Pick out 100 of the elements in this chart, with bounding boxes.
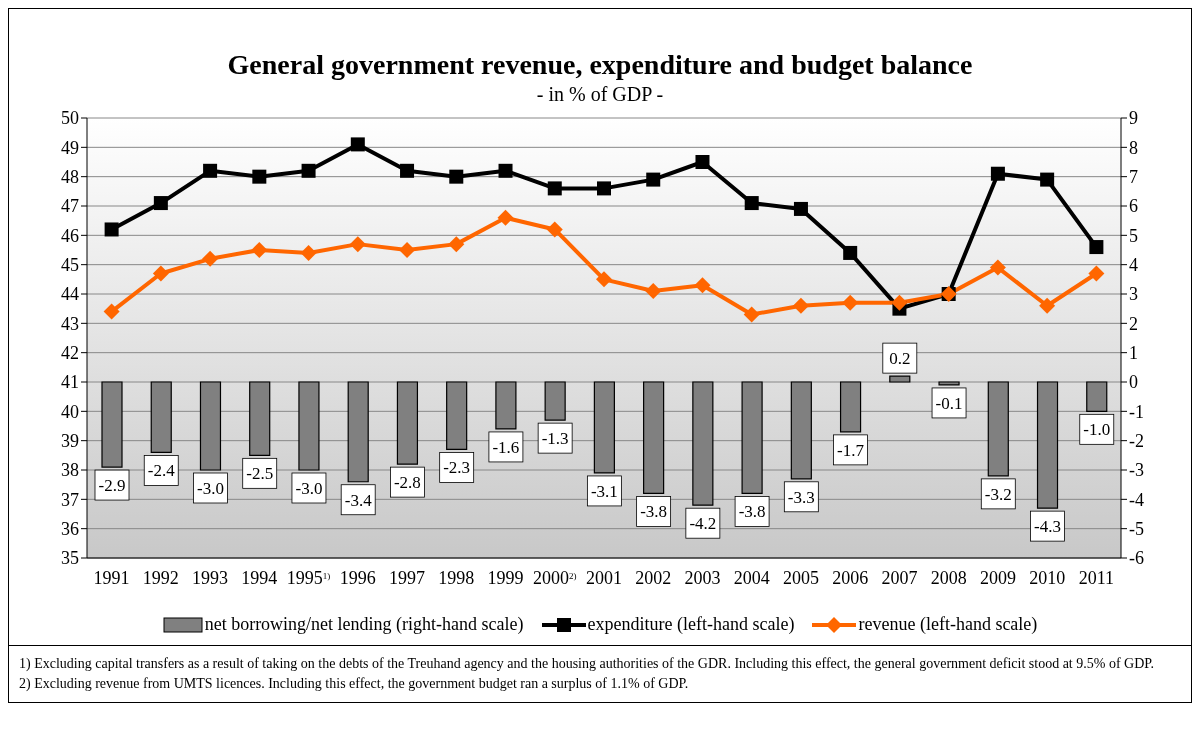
- data-label: 0.2: [889, 349, 911, 369]
- y2-tick-label: -1: [1129, 401, 1144, 422]
- point: [301, 163, 316, 178]
- point: [202, 250, 219, 267]
- point: [251, 242, 268, 258]
- x-tick-label: 2004: [733, 568, 770, 588]
- data-label: -2.5: [246, 464, 274, 484]
- x-tick-label: 1999: [487, 568, 524, 588]
- x-tick-label: 1996: [339, 568, 376, 588]
- data-label: -3.0: [197, 479, 224, 498]
- y2-tick-label: -3: [1129, 460, 1144, 481]
- y-tick-label: 37: [61, 489, 79, 510]
- x-tick-label: 2008: [930, 568, 967, 588]
- y-tick-label: 50: [61, 108, 79, 129]
- y-tick-label: 39: [61, 431, 79, 452]
- x-tick-label: 2000$^{2)}$: [533, 568, 577, 588]
- y-tick-label: 46: [61, 225, 79, 246]
- y2-tick-label: 1: [1129, 343, 1138, 364]
- text: 2) Excluding revenue from UMTS licences. Including this effect, the government budget ran a surplus of 1.1% of GDP.: [19, 675, 690, 693]
- x-tick-label: 2005: [782, 568, 819, 588]
- data-label: -1.0: [1083, 420, 1111, 440]
- data-label: -3.2: [984, 484, 1012, 504]
- data-label: -1.7: [837, 440, 865, 460]
- y-tick-label: 38: [61, 460, 79, 481]
- y2-tick-label: 0: [1129, 372, 1138, 393]
- point: [546, 221, 563, 238]
- point: [448, 236, 465, 253]
- y2-tick-label: 6: [1129, 196, 1138, 217]
- data-label: -2.3: [443, 458, 471, 478]
- y-tick-label: 36: [61, 519, 79, 540]
- point: [547, 181, 562, 196]
- data-label: -2.4: [147, 461, 176, 481]
- x-tick-label: 2002: [635, 568, 672, 588]
- point: [400, 163, 415, 178]
- point: [103, 303, 120, 320]
- x-tick-label: 1997: [389, 568, 426, 588]
- point: [152, 265, 169, 282]
- point: [843, 245, 858, 260]
- y-tick-label: 42: [61, 343, 79, 364]
- chart-title: General government revenue, expenditure and budget balance: [226, 49, 974, 81]
- y2-tick-label: 2: [1129, 313, 1138, 334]
- point: [203, 163, 218, 178]
- point: [645, 283, 662, 300]
- y-tick-label: 47: [61, 196, 79, 217]
- data-label: -2.8: [393, 473, 421, 493]
- x-tick-label: 2006: [832, 568, 869, 588]
- y2-tick-label: 9: [1129, 108, 1138, 129]
- point: [694, 277, 711, 294]
- y-tick-label: 41: [61, 372, 79, 393]
- point: [300, 244, 317, 261]
- legend-label: expenditure (left-hand scale): [587, 614, 795, 635]
- x-tick-label: 2003: [684, 568, 721, 588]
- y-tick-label: 40: [61, 401, 79, 422]
- data-label: -3.8: [640, 502, 668, 522]
- y2-tick-label: -5: [1129, 519, 1144, 540]
- data-label: -4.2: [689, 514, 717, 534]
- point: [1088, 265, 1105, 282]
- data-label: -1.3: [541, 429, 569, 449]
- point: [743, 306, 760, 323]
- point: [842, 294, 859, 311]
- y2-tick-label: -4: [1129, 489, 1144, 510]
- x-tick-label: 1991: [93, 568, 130, 588]
- text: 1) Excluding capital transfers as a result of taking on the debts of the Treuhand agency and the housing authorities of the GDR. Including this effect, the general government deficit stood at 9.5% of GDP.: [19, 655, 1156, 673]
- data-label: -3.1: [590, 481, 618, 501]
- y2-tick-label: -6: [1129, 548, 1144, 569]
- point: [744, 196, 759, 211]
- data-label: -0.1: [935, 393, 963, 413]
- y-tick-label: 45: [61, 255, 79, 276]
- legend-label: net borrowing/net lending (right-hand scale): [204, 614, 524, 635]
- y2-tick-label: 4: [1129, 255, 1138, 276]
- point: [891, 294, 908, 311]
- data-label: -3.8: [738, 502, 766, 522]
- point: [497, 209, 514, 226]
- point: [1039, 297, 1056, 314]
- data-label: -3.4: [344, 490, 373, 510]
- x-tick-label: 2011: [1078, 568, 1115, 588]
- point: [252, 169, 267, 184]
- y2-tick-label: 5: [1129, 225, 1138, 246]
- x-tick-label: 2007: [881, 568, 918, 588]
- point: [449, 169, 464, 184]
- y2-tick-label: 3: [1129, 284, 1138, 305]
- point: [990, 166, 1005, 181]
- y-tick-label: 43: [61, 313, 79, 334]
- y2-tick-label: -2: [1129, 431, 1144, 452]
- data-label: -3.0: [295, 479, 323, 498]
- y2-tick-label: 7: [1129, 167, 1138, 188]
- x-tick-label: 1992: [142, 568, 179, 588]
- data-label: -3.3: [787, 487, 815, 507]
- point: [596, 271, 612, 288]
- point: [646, 172, 661, 187]
- point: [597, 181, 611, 196]
- data-label: -1.6: [492, 437, 520, 457]
- x-tick-label: 1995$^{1)}$: [286, 568, 331, 588]
- x-tick-label: 1993: [192, 568, 229, 588]
- x-tick-label: 2001: [586, 568, 622, 588]
- point: [153, 196, 168, 211]
- data-label: -2.9: [98, 476, 126, 496]
- data-label: -4.3: [1034, 517, 1061, 537]
- x-tick-label: 1998: [438, 568, 475, 588]
- y-tick-label: 48: [61, 167, 79, 188]
